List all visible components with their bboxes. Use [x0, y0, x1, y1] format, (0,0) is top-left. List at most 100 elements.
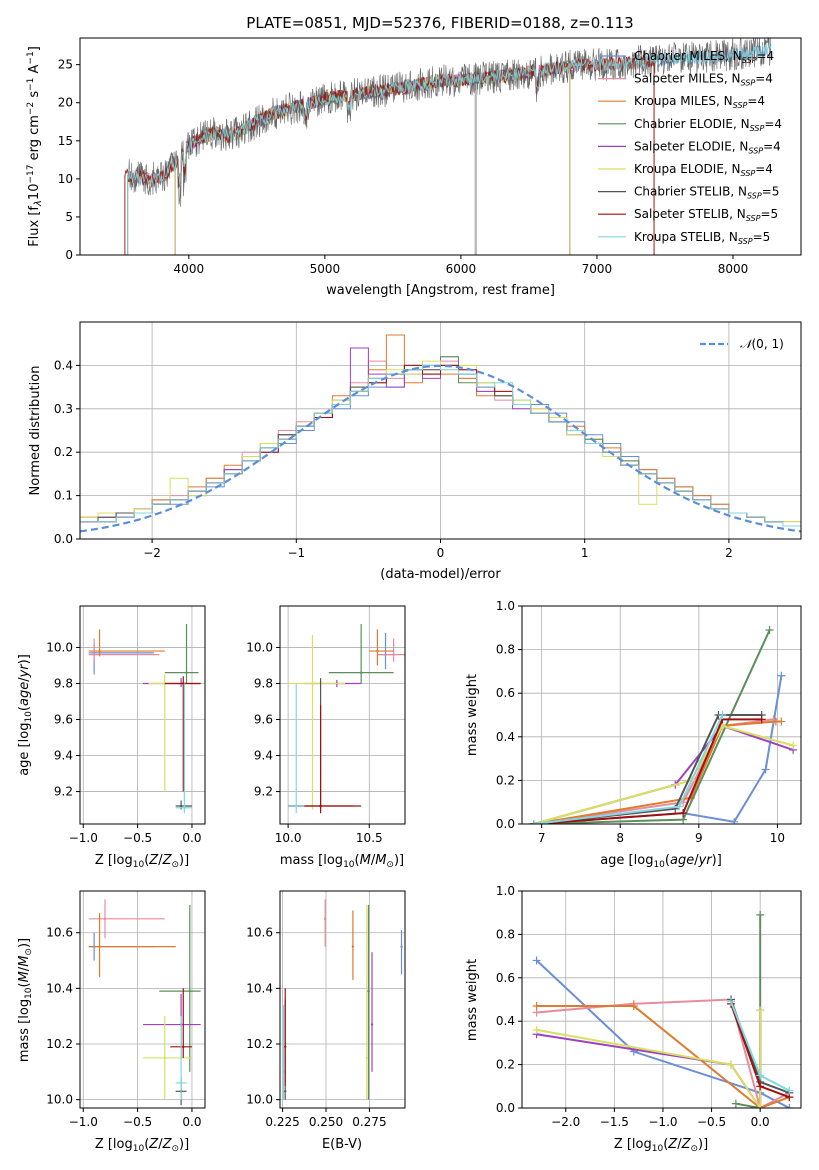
mass-vs-Z-plot-area — [88, 899, 201, 1106]
y-tick-label: 0.2 — [496, 1058, 515, 1072]
y-tick-label: 0.0 — [496, 1101, 515, 1115]
x-tick-label: −1.0 — [69, 831, 98, 845]
point-kroupa-stelib — [282, 1070, 285, 1074]
y-tick-label: 20 — [58, 96, 73, 110]
x-axis-label: Z [log10(Z/Z⊙)] — [95, 853, 189, 870]
y-tick-label: 15 — [58, 134, 73, 148]
x-tick-label: 0.250 — [309, 1115, 343, 1129]
x-tick-label: 10 — [770, 831, 785, 845]
x-tick-label: −0.5 — [123, 831, 152, 845]
x-tick-label: 1 — [581, 546, 589, 560]
series-marker-salpeter-stelib — [679, 809, 688, 818]
series-marker-kroupa-elodie — [727, 1060, 736, 1069]
x-tick-label: 8 — [616, 831, 624, 845]
point-kroupa-stelib — [183, 806, 186, 809]
legend-label-salpeter-miles: Salpeter MILES, NSSP=4 — [634, 72, 773, 88]
y-tick-label: 9.4 — [254, 749, 273, 763]
point-kroupa-miles — [351, 945, 355, 948]
x-tick-label: 8000 — [718, 262, 749, 276]
point-chabrier-elodie — [359, 671, 363, 674]
series-marker-chabrier-elodie — [731, 1099, 740, 1108]
mass-vs-Z-panel: −1.0 −0.5 0.0 10.0 10.2 10.4 10.6 Z [log10(Z/Z⊙… — [17, 890, 206, 1154]
axes-frame — [279, 605, 406, 825]
point-kroupa-miles — [376, 649, 379, 653]
point-kroupa-miles — [98, 945, 101, 948]
x-tick-label: 0.0 — [182, 1115, 201, 1129]
axes-frame — [79, 605, 206, 825]
x-tick-label: 0 — [437, 546, 445, 560]
point-chabrier-miles — [400, 945, 403, 948]
point-kroupa-stelib — [179, 1081, 183, 1085]
y-tick-label: 1.0 — [496, 599, 515, 613]
x-tick-label: −1.0 — [69, 1115, 98, 1129]
y-tick-label: 10.4 — [246, 981, 273, 995]
axes-frame — [521, 890, 802, 1109]
y-tick-label: 10.0 — [46, 1093, 73, 1107]
point-salpeter-miles — [392, 653, 395, 656]
point-chabrier-stelib — [284, 1090, 287, 1093]
point-salpeter-stelib — [284, 1045, 287, 1048]
histogram-kroupa-stelib — [80, 364, 801, 527]
y-tick-label: 0.2 — [496, 773, 515, 787]
y-axis-label: Flux [fλ10−17 erg cm−2 s−1 A−1] — [26, 46, 44, 247]
y-tick-label: 0 — [65, 248, 73, 262]
weight-vs-age-panel: 7 8 9 10 0.0 0.2 0.4 0.6 0.8 1.0 age [log10(age/yr… — [465, 599, 802, 870]
age-vs-Z-plot-area — [88, 624, 201, 814]
x-axis-label: wavelength [Angstrom, rest frame] — [326, 283, 555, 298]
mass-vs-EBV-plot-area — [282, 899, 403, 1100]
series-marker-kroupa-elodie — [532, 1025, 541, 1034]
y-tick-label: 10.2 — [246, 1037, 273, 1051]
x-tick-label: −0.5 — [697, 1115, 726, 1129]
y-tick-label: 10.6 — [46, 926, 73, 940]
series-line-kroupa-miles — [536, 1005, 790, 1108]
series-marker-kroupa-miles — [629, 1002, 638, 1011]
x-tick-label: 7 — [538, 831, 546, 845]
mass-vs-EBV-panel: 0.225 0.250 0.275 10.0 10.2 10.4 10.6 E(B-V) — [246, 890, 406, 1152]
point-chabrier-elodie — [367, 989, 370, 993]
x-tick-label: 0.225 — [265, 1115, 299, 1129]
point-kroupa-elodie — [163, 1056, 166, 1060]
series-marker-kroupa-elodie — [789, 741, 798, 750]
series-line-salpeter-stelib — [533, 718, 762, 824]
series-marker-kroupa-stelib — [718, 711, 727, 719]
series-marker-chabrier-elodie — [765, 625, 774, 634]
series-marker-kroupa-stelib — [785, 1086, 794, 1095]
spectrum-plot-area — [124, 38, 772, 255]
series-line-kroupa-elodie — [536, 1010, 762, 1108]
axes-frame — [79, 890, 206, 1109]
legend-label-salpeter-elodie: Salpeter ELODIE, NSSP=4 — [634, 139, 781, 155]
spectrum-panel: 4000 5000 6000 7000 8000 0 5 10 15 20 25 wavelength… — [26, 37, 802, 298]
y-tick-label: 10.0 — [46, 640, 73, 654]
x-axis-label: (data-model)/error — [380, 567, 501, 582]
weight-vs-Z-plot-area — [532, 910, 794, 1108]
y-tick-label: 9.2 — [254, 785, 273, 799]
spectrum-line-kroupa-stelib — [127, 43, 772, 187]
series-marker-salpeter-stelib — [757, 715, 766, 724]
y-axis-label: mass weight — [465, 959, 480, 1041]
y-tick-label: 0.4 — [496, 1014, 515, 1028]
y-axis-label: Normed distribution — [28, 366, 43, 496]
x-tick-label: 9 — [695, 831, 703, 845]
y-tick-label: 9.4 — [54, 749, 73, 763]
y-tick-label: 25 — [58, 58, 73, 72]
y-tick-label: 9.8 — [254, 676, 273, 690]
y-tick-label: 9.6 — [54, 713, 73, 727]
x-axis-label: Z [log10(Z/Z⊙)] — [614, 1137, 708, 1154]
legend-label-kroupa-stelib: Kroupa STELIB, NSSP=5 — [634, 230, 770, 246]
x-axis-label: age [log10(age/yr)] — [600, 853, 722, 870]
x-tick-label: 6000 — [446, 262, 477, 276]
series-marker-kroupa-elodie — [756, 1104, 765, 1108]
y-axis-label: age [log10(age/yr)] — [17, 654, 34, 776]
point-salpeter-miles — [323, 917, 327, 921]
y-tick-label: 9.2 — [54, 785, 73, 799]
age-vs-mass-plot-area — [288, 624, 405, 814]
x-tick-label: −0.5 — [123, 1115, 152, 1129]
y-tick-label: 10.0 — [246, 1093, 273, 1107]
x-tick-label: 0.275 — [352, 1115, 386, 1129]
legend-label-chabrier-stelib: Chabrier STELIB, NSSP=5 — [634, 185, 779, 201]
y-tick-label: 10.4 — [46, 981, 73, 995]
legend-label-chabrier-elodie: Chabrier ELODIE, NSSP=4 — [634, 117, 782, 133]
series-marker-kroupa-stelib — [675, 802, 684, 811]
y-tick-label: 0.8 — [496, 643, 515, 657]
